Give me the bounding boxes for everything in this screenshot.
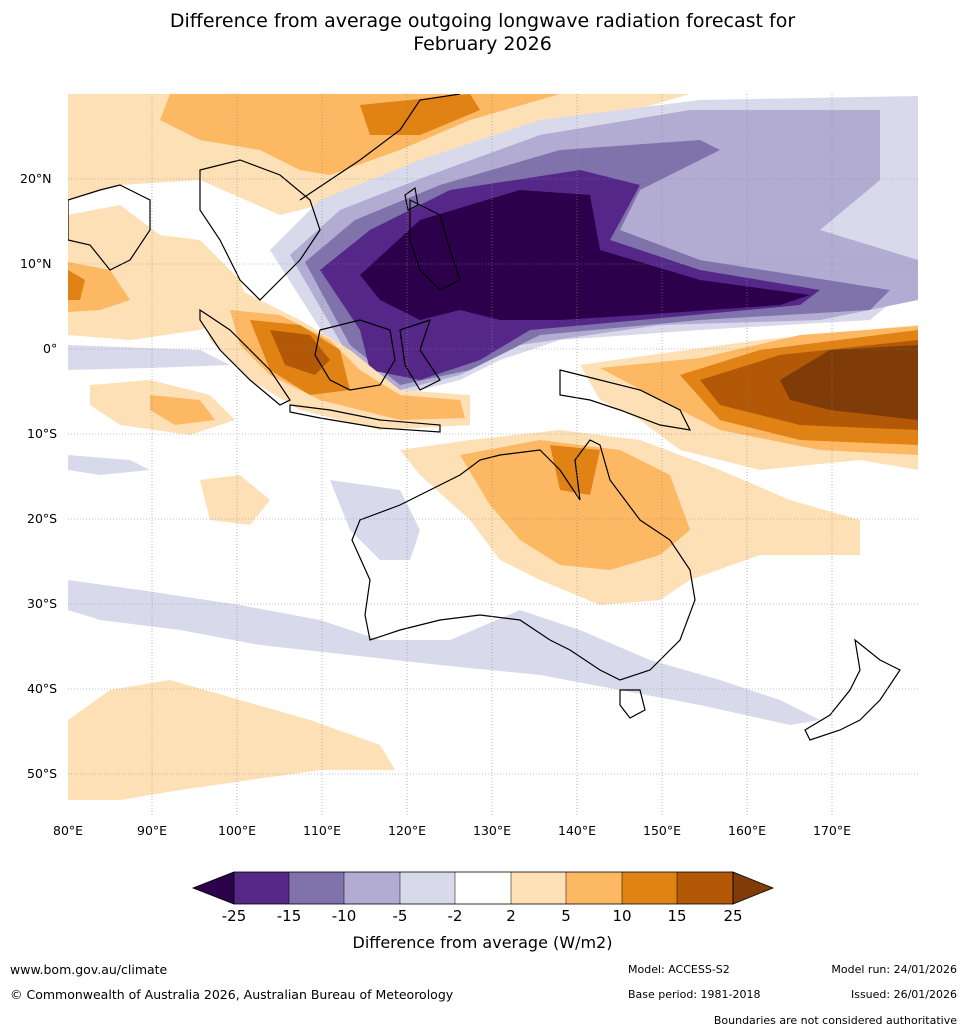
colorbar-bin-n2-p2 — [455, 872, 511, 904]
website-link[interactable]: www.bom.gov.au/climate — [10, 962, 168, 977]
coastlines — [68, 94, 901, 741]
lon-label-110e: 110°E — [303, 823, 342, 838]
copyright-text: © Commonwealth of Australia 2026, Austra… — [10, 987, 454, 1002]
lat-label-20n: 20°N — [20, 171, 52, 186]
newguinea-coast — [559, 369, 692, 431]
newzealand-coast — [804, 638, 901, 741]
colorbar-tick: 2 — [506, 907, 516, 925]
boundaries-disclaimer: Boundaries are not considered authoritat… — [713, 1014, 957, 1027]
colorbar-tick: -15 — [276, 907, 302, 925]
colorbar-bin-n5-n2 — [400, 872, 455, 904]
tasmania-coast — [619, 689, 646, 719]
region-wp-neg5 — [360, 190, 810, 320]
lat-label-20s: 20°S — [27, 511, 58, 526]
colorbar-tick: -25 — [221, 907, 247, 925]
china-coast — [299, 94, 461, 201]
lat-label-50s: 50°S — [27, 766, 58, 781]
colorbar-extend-low — [191, 871, 235, 905]
model-name: Model: ACCESS-S2 — [628, 963, 730, 976]
lon-label-170e: 170°E — [813, 823, 852, 838]
lon-label-140e: 140°E — [558, 823, 597, 838]
colorbar-dividers — [288, 872, 678, 904]
lon-label-90e: 90°E — [137, 823, 168, 838]
lon-label-120e: 120°E — [388, 823, 427, 838]
india-coast — [68, 184, 151, 271]
colorbar-bin-p10-p15 — [622, 872, 677, 904]
sulawesi-coast — [399, 319, 441, 391]
lon-label-160e: 160°E — [728, 823, 767, 838]
colorbar-bin-p5-p10 — [566, 872, 622, 904]
colorbar-label: Difference from average (W/m2) — [352, 933, 613, 952]
java-coast — [289, 404, 441, 433]
sumatra-coast — [199, 308, 291, 406]
colorbar-bin-n15-n10 — [289, 872, 344, 904]
model-run-date: Model run: 24/01/2026 — [831, 963, 957, 976]
region-io-north3 — [68, 270, 85, 300]
lat-label-10s: 10°S — [27, 426, 58, 441]
colorbar-bin-p15-p25 — [677, 872, 733, 904]
region-china-pos3 — [360, 94, 480, 135]
colorbar-tick: -10 — [331, 907, 357, 925]
issued-date: Issued: 26/01/2026 — [850, 988, 957, 1001]
region-mc-pos4 — [270, 330, 330, 375]
region-io-north2 — [68, 262, 130, 312]
colorbar-tick: 10 — [612, 907, 632, 925]
title-line-2: February 2026 — [413, 33, 552, 55]
anomaly-field — [68, 94, 918, 816]
lat-label-10n: 10°N — [20, 256, 52, 271]
region-aus-west-neg — [330, 480, 420, 560]
indochina-coast — [199, 159, 321, 301]
colorbar-extend-high — [732, 871, 775, 905]
chart-title: Difference from average outgoing longwav… — [0, 10, 965, 56]
lat-label-40s: 40°S — [27, 681, 58, 696]
region-naus-pos3 — [550, 445, 600, 495]
colorbar-bin-p2-p5 — [511, 872, 566, 904]
lon-label-130e: 130°E — [473, 823, 512, 838]
borneo-coast — [314, 319, 396, 391]
australia-coast — [351, 439, 696, 681]
philippines-coast — [409, 199, 461, 291]
lat-label-30s: 30°S — [27, 596, 58, 611]
region-sio-pos — [68, 680, 395, 800]
region-io-neg-small2 — [68, 345, 230, 370]
lon-label-150e: 150°E — [643, 823, 682, 838]
region-io-neg-small — [68, 455, 150, 475]
colorbar-tick: 15 — [667, 907, 687, 925]
gridlines — [68, 94, 918, 816]
base-period: Base period: 1981-2018 — [628, 988, 761, 1001]
colorbar-tick: 25 — [723, 907, 743, 925]
colorbar-bin-n10-n5 — [344, 872, 400, 904]
region-io-pos-small — [200, 475, 270, 525]
colorbar-bin-n25-n15 — [234, 872, 289, 904]
lon-label-80e: 80°E — [53, 823, 84, 838]
region-io-pos-small3 — [150, 395, 215, 425]
colorbar — [191, 871, 775, 905]
colorbar-tick: -2 — [447, 907, 463, 925]
title-line-1: Difference from average outgoing longwav… — [169, 10, 796, 32]
colorbar-tick: -5 — [392, 907, 408, 925]
colorbar-frame — [233, 871, 734, 905]
lat-label-0: 0° — [43, 341, 58, 356]
lon-label-100e: 100°E — [218, 823, 257, 838]
region-naus-pos2 — [460, 440, 690, 570]
region-swp-pos5 — [780, 345, 918, 420]
colorbar-tick: 5 — [561, 907, 571, 925]
